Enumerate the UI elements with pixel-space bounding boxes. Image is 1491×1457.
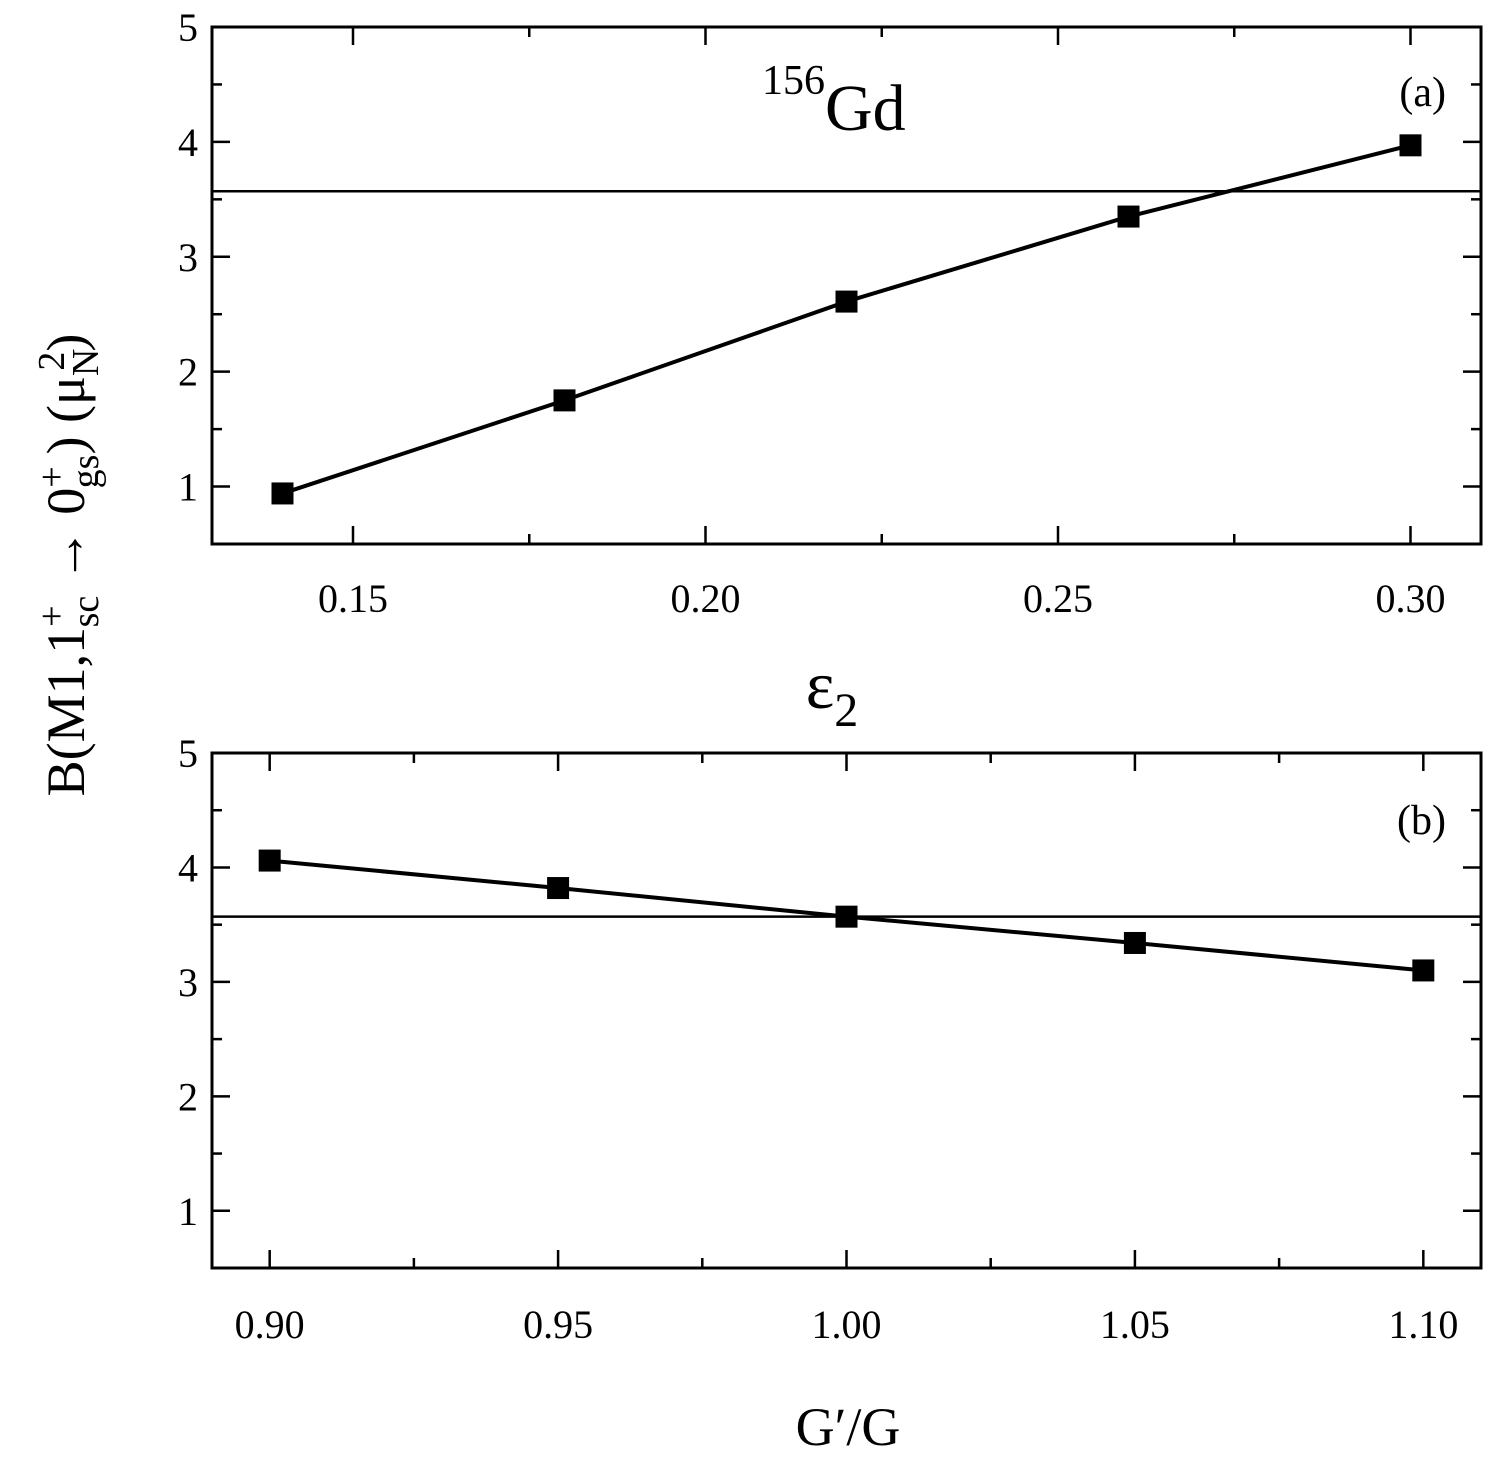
panel-b-points: [258, 849, 1435, 982]
panel-a-x-axis-title: ε2: [806, 647, 859, 737]
panel-b-frame: [210, 751, 1483, 1270]
y-tick-label: 2: [178, 350, 198, 395]
panel-b-ticks: 0.90 0.95 1.00 1.05 1.10 1 2 3 4 5: [178, 731, 1481, 1347]
y-tick-label: 4: [178, 845, 198, 890]
x-tick-label: 0.25: [1023, 576, 1093, 621]
x-tick-label: 0.20: [671, 576, 741, 621]
y-axis-title: B(M1,1+sc → 0+gs) (μN2): [31, 334, 107, 797]
panel-a: 0.15 0.20 0.25 0.30 1 2 3 4 5 (a) 156Gd ε2: [178, 5, 1483, 737]
data-point: [1117, 205, 1140, 228]
data-point: [271, 482, 294, 505]
panel-a-ticks: 0.15 0.20 0.25 0.30 1 2 3 4 5: [178, 5, 1481, 621]
panel-a-points: [271, 134, 1422, 505]
data-point: [835, 290, 858, 313]
nuclide-label: 156Gd: [762, 58, 906, 145]
data-point: [547, 877, 570, 900]
panel-b-x-axis-title: G′/G: [796, 1397, 901, 1457]
y-tick-label: 5: [178, 731, 198, 776]
data-point: [553, 389, 576, 412]
panel-a-tag: (a): [1399, 70, 1446, 116]
panel-b: 0.90 0.95 1.00 1.05 1.10 1 2 3 4 5 (b) G′/G: [178, 731, 1483, 1457]
x-tick-label: 0.95: [523, 1302, 593, 1347]
y-tick-label: 3: [178, 960, 198, 1005]
data-point: [1412, 959, 1435, 982]
data-point: [258, 849, 281, 872]
x-tick-label: 1.05: [1100, 1302, 1170, 1347]
y-tick-label: 5: [178, 5, 198, 50]
x-tick-label: 0.90: [235, 1302, 305, 1347]
x-tick-label: 0.30: [1376, 576, 1446, 621]
data-point: [1123, 931, 1146, 954]
x-tick-label: 1.00: [812, 1302, 882, 1347]
panel-b-tag: (b): [1397, 798, 1446, 844]
y-tick-label: 1: [178, 1189, 198, 1234]
y-tick-label: 2: [178, 1074, 198, 1119]
data-point: [835, 905, 858, 928]
panel-a-frame: [210, 25, 1483, 546]
data-point: [1399, 134, 1422, 157]
y-tick-label: 1: [178, 465, 198, 510]
x-tick-label: 1.10: [1388, 1302, 1458, 1347]
panel-a-series-line: [281, 143, 1411, 496]
y-tick-label: 4: [178, 120, 198, 165]
x-tick-label: 0.15: [318, 576, 388, 621]
y-tick-label: 3: [178, 235, 198, 280]
